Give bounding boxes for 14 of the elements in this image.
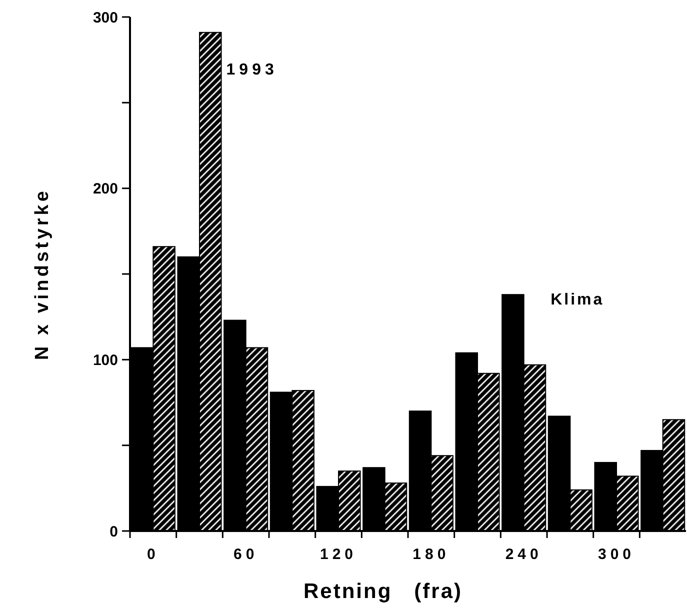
x-tick-label: 120 xyxy=(320,546,358,563)
x-tick-label: 240 xyxy=(505,546,542,563)
series-label: Klima xyxy=(550,292,604,309)
x-tick-label: 0 xyxy=(146,546,160,563)
series-label: 1993 xyxy=(226,61,278,78)
x-tick-label: 180 xyxy=(412,546,450,563)
y-tick-label: 200 xyxy=(92,180,118,198)
y-tick-label: 300 xyxy=(92,9,118,26)
x-tick-label: 300 xyxy=(598,546,636,563)
y-tick-label: 0 xyxy=(110,523,118,540)
x-tick-label: 60 xyxy=(233,546,258,563)
x-axis-title: Retning (fra) xyxy=(304,580,462,603)
y-tick-label: 100 xyxy=(92,352,118,369)
y-axis-title: N x vindstyrke xyxy=(32,188,53,360)
